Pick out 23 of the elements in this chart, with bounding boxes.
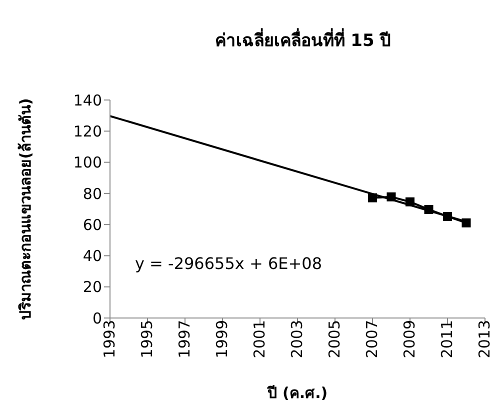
y-tick-label: 120	[73, 122, 102, 140]
y-axis-title: ปริมาณตะกอนแขวนลอย(ล้านตัน)	[16, 98, 34, 320]
y-tick-label: 40	[82, 247, 102, 266]
x-tick-label: 2001	[250, 320, 269, 358]
y-tick-label: 20	[82, 278, 102, 296]
x-tick-label: 2013	[476, 320, 494, 358]
x-tick-label: 2005	[326, 320, 344, 358]
x-tick-label: 2011	[438, 320, 456, 358]
x-tick-label: 2009	[400, 320, 419, 358]
y-tick-label: 60	[82, 216, 102, 234]
x-axis-title: ปี (ค.ศ.)	[266, 384, 328, 402]
y-tick-label: 100	[73, 154, 102, 172]
x-tick-label: 2007	[363, 320, 382, 358]
y-tick-label: 0	[92, 309, 102, 328]
x-tick-label: 1995	[138, 320, 156, 358]
x-tick-label: 1997	[176, 320, 194, 358]
x-tick-label: 1993	[100, 320, 119, 358]
x-tick-label: 1999	[213, 320, 232, 358]
y-tick-label: 140	[73, 91, 102, 110]
chart-title: ค่าเฉลี่ยเคลื่อนที่ที่ 15 ปี	[214, 27, 392, 53]
annotation: y = -296655x + 6E+08	[135, 254, 322, 273]
y-tick-label: 80	[82, 184, 102, 203]
x-tick-label: 2003	[288, 320, 306, 358]
